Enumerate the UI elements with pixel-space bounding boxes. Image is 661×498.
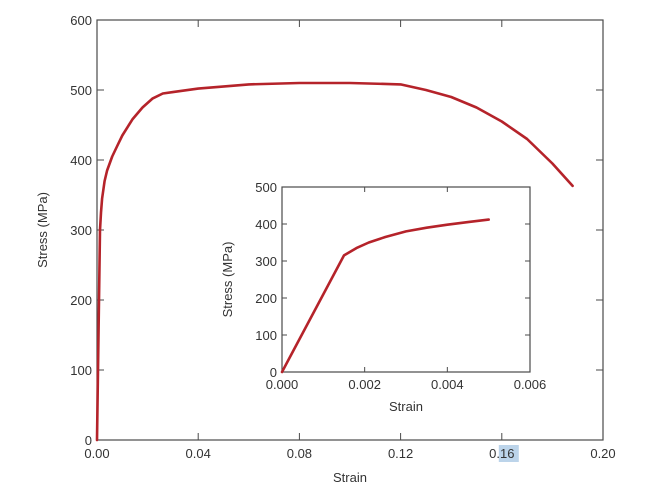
inset-chart: 0.000 0.002 0.004 0.006 0 100 200 300 400 500 Stra… (220, 180, 546, 414)
inset-plot-frame (281, 186, 531, 373)
inset-x-axis-title: Strain (389, 399, 423, 414)
inset-y-tick-label: 100 (255, 328, 277, 343)
inset-x-tick-label: 0.004 (431, 377, 464, 392)
inset-plot-background (282, 187, 530, 372)
main-y-tick-label: 400 (70, 153, 92, 168)
inset-y-tick-label: 0 (270, 365, 277, 380)
main-x-tick-label: 0.20 (590, 446, 615, 461)
main-stress-strain-curve (95, 81, 574, 442)
main-x-tick-highlight (498, 445, 519, 462)
main-y-tick-label: 300 (70, 223, 92, 238)
inset-y-tick-label: 200 (255, 291, 277, 306)
main-x-tick-label: 0.12 (388, 446, 413, 461)
inset-x-tick-label: 0.002 (348, 377, 381, 392)
main-y-tick-label: 500 (70, 83, 92, 98)
main-y-tick-label: 0 (85, 433, 92, 448)
main-x-tick-label: 0.00 (84, 446, 109, 461)
inset-y-tick-label: 400 (255, 217, 277, 232)
inset-y-tick-label: 500 (255, 180, 277, 195)
main-y-tick-label: 200 (70, 293, 92, 308)
main-chart: 0.00 0.04 0.08 0.12 0.16 0.20 0 100 200 300 400 500… (35, 13, 616, 485)
inset-y-tick-label: 300 (255, 254, 277, 269)
main-y-tick-label: 100 (70, 363, 92, 378)
inset-x-tick-label: 0.006 (514, 377, 547, 392)
inset-y-axis-title: Stress (MPa) (220, 242, 235, 318)
main-x-axis-title: Strain (333, 470, 367, 485)
inset-x-tick-label: 0.000 (266, 377, 299, 392)
main-x-tick-label: 0.04 (186, 446, 211, 461)
main-x-tick-label: 0.08 (287, 446, 312, 461)
main-y-axis-title: Stress (MPa) (35, 192, 50, 268)
main-y-tick-label: 600 (70, 13, 92, 28)
main-x-tick-label: 0.16 (489, 446, 514, 461)
inset-stress-strain-curve (280, 218, 491, 374)
